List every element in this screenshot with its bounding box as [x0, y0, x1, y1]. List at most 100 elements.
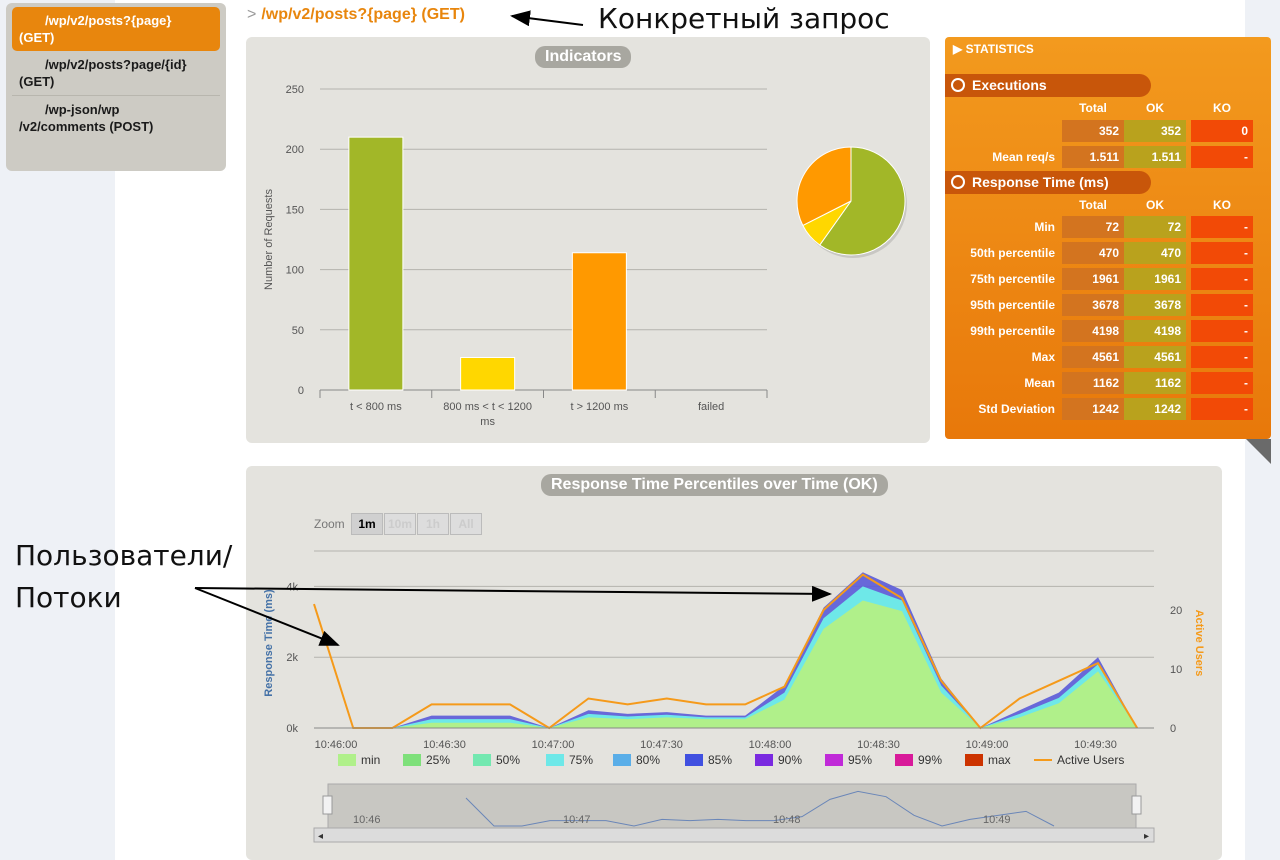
y-tick-label-left: 2k	[286, 652, 298, 664]
annotation-query: Конкретный запрос	[598, 2, 890, 35]
legend-item[interactable]: 85%	[685, 753, 732, 767]
response_time-col-ko: KO	[1213, 198, 1231, 212]
stat-ok-cell: 4561	[1124, 346, 1186, 368]
area-min	[314, 600, 1138, 728]
zoom-1h-button[interactable]: 1h	[417, 513, 449, 535]
stat-ko-cell: -	[1191, 372, 1253, 394]
legend-label: min	[361, 753, 381, 767]
legend-label: 90%	[778, 753, 803, 767]
legend-item[interactable]: min	[338, 753, 380, 767]
x-tick-label: 10:47:00	[532, 739, 575, 751]
legend-item[interactable]: 75%	[546, 753, 593, 767]
y-axis-title: Number of Requests	[263, 189, 275, 290]
legend-item[interactable]: 99%	[895, 753, 942, 767]
annotation-users-line2: Потоки	[15, 581, 122, 614]
y-tick-label-right: 0	[1170, 723, 1176, 735]
legend-swatch	[825, 754, 843, 766]
stat-total-cell: 1.511	[1062, 146, 1124, 168]
stat-ok-cell: 1162	[1124, 372, 1186, 394]
sidebar-item-method: /v2/comments (POST)	[19, 119, 154, 134]
legend-item[interactable]: 95%	[825, 753, 872, 767]
legend-swatch	[613, 754, 631, 766]
zoom-10m-button[interactable]: 10m	[384, 513, 416, 535]
executions-col-total: Total	[1079, 101, 1107, 115]
sidebar-item-posts-page[interactable]: /wp/v2/posts?{page} (GET)	[12, 7, 220, 51]
clock-icon	[951, 175, 965, 189]
legend-label: 50%	[496, 753, 521, 767]
stat-row-label: 75th percentile	[970, 272, 1055, 286]
percentiles-title: Response Time Percentiles over Time (OK)	[541, 474, 888, 496]
legend-swatch	[403, 754, 421, 766]
legend-item[interactable]: 80%	[613, 753, 660, 767]
stat-ok-cell: 3678	[1124, 294, 1186, 316]
sidebar-item-posts-id[interactable]: /wp/v2/posts?page/{id} (GET)	[12, 51, 220, 96]
stat-row-label: 99th percentile	[970, 324, 1055, 338]
y-axis-title-left: Response Time (ms)	[263, 589, 275, 697]
stat-ko-cell: -	[1191, 268, 1253, 290]
indicators-title: Indicators	[535, 46, 632, 68]
y-tick-label-right: 10	[1170, 664, 1182, 676]
legend-label: 80%	[636, 753, 661, 767]
active-users-line	[313, 573, 1139, 730]
sidebar-item-label: /wp-json/wp	[45, 102, 120, 117]
legend-swatch	[965, 754, 983, 766]
legend-swatch	[1034, 759, 1052, 761]
stat-total-cell: 3678	[1062, 294, 1124, 316]
stat-row-label: Mean	[1024, 376, 1055, 390]
scroll-right-arrow: ▸	[1144, 831, 1149, 842]
stat-ko-cell: -	[1191, 294, 1253, 316]
stat-row-label: Min	[1034, 220, 1055, 234]
sidebar-item-comments[interactable]: /wp-json/wp /v2/comments (POST)	[12, 96, 220, 140]
stat-total-cell: 4198	[1062, 320, 1124, 342]
x-tick-label: 800 ms < t < 1200	[443, 401, 532, 413]
navigator-tick-label: 10:47	[563, 814, 591, 826]
legend-item[interactable]: 50%	[473, 753, 520, 767]
statistics-panel: ▶ STATISTICS Executions Response Time (m…	[945, 37, 1271, 439]
executions-col-ok: OK	[1146, 101, 1164, 115]
stat-row-label: Max	[1031, 350, 1055, 364]
x-tick-label: 10:47:30	[640, 739, 683, 751]
legend-label: 85%	[708, 753, 733, 767]
pie-slice	[796, 146, 852, 227]
y-tick-label: 150	[286, 204, 304, 216]
stat-ko-cell: 0	[1191, 120, 1253, 142]
sidebar-item-method: (GET)	[19, 30, 55, 45]
x-tick-label: 10:46:30	[423, 739, 466, 751]
stat-total-cell: 4561	[1062, 346, 1124, 368]
legend-item[interactable]: max	[965, 753, 1011, 767]
request-name: /wp/v2/posts?{page} (GET)	[261, 6, 465, 23]
annotation-users-line1: Пользователи/	[15, 539, 233, 572]
legend-label: 75%	[569, 753, 594, 767]
y-tick-label: 0	[298, 385, 304, 397]
stat-row-label: 50th percentile	[970, 246, 1055, 260]
stat-ko-cell: -	[1191, 146, 1253, 168]
stat-ko-cell: -	[1191, 320, 1253, 342]
executions-icon	[951, 78, 965, 92]
y-tick-label: 250	[286, 84, 304, 96]
bar	[460, 356, 516, 391]
sidebar-item-method: (GET)	[19, 74, 55, 89]
stat-ok-cell: 4198	[1124, 320, 1186, 342]
legend-item[interactable]: 90%	[755, 753, 802, 767]
y-tick-label: 50	[292, 325, 304, 337]
y-tick-label-left: 0k	[286, 723, 298, 735]
zoom-all-button[interactable]: All	[450, 513, 482, 535]
zoom-1m-button[interactable]: 1m	[351, 513, 383, 535]
navigator-handle-left	[322, 795, 333, 815]
response_time-col-ok: OK	[1146, 198, 1164, 212]
executions-header: Executions	[945, 74, 1151, 97]
request-sidebar: /wp/v2/posts?{page} (GET) /wp/v2/posts?p…	[6, 3, 226, 171]
statistics-header[interactable]: ▶ STATISTICS	[953, 42, 1034, 56]
legend-label: 99%	[918, 753, 943, 767]
y-tick-label: 200	[286, 144, 304, 156]
x-tick-label: 10:48:00	[749, 739, 792, 751]
stat-row-label: Std Deviation	[978, 402, 1055, 416]
x-tick-label: 10:48:30	[857, 739, 900, 751]
legend-label: max	[988, 753, 1011, 767]
navigator-tick-label: 10:46	[353, 814, 381, 826]
navigator-tick-label: 10:48	[773, 814, 801, 826]
legend-item[interactable]: Active Users	[1034, 753, 1124, 767]
navigator-scrollbar	[313, 827, 1155, 843]
legend-item[interactable]: 25%	[403, 753, 450, 767]
x-tick-label: failed	[698, 401, 724, 413]
